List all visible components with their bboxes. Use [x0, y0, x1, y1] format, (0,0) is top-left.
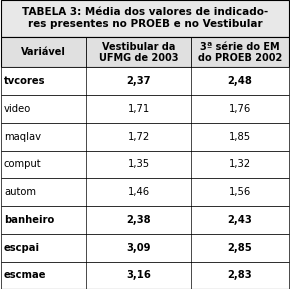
Text: 1,72: 1,72 — [127, 132, 150, 142]
Text: 3,09: 3,09 — [126, 243, 151, 253]
Bar — [1, 206, 289, 234]
Bar — [1, 234, 289, 262]
Bar — [1, 151, 289, 178]
Text: autom: autom — [4, 187, 36, 197]
Text: 1,71: 1,71 — [127, 104, 150, 114]
Text: tvcores: tvcores — [4, 76, 46, 86]
Text: 2,83: 2,83 — [228, 271, 252, 280]
Bar — [1, 67, 289, 95]
Text: escpai: escpai — [4, 243, 40, 253]
Text: Variável: Variável — [21, 47, 66, 57]
Bar — [1, 123, 289, 151]
Text: 2,43: 2,43 — [228, 215, 252, 225]
Text: TABELA 3: Média dos valores de indicado-
res presentes no PROEB e no Vestibular: TABELA 3: Média dos valores de indicado-… — [22, 8, 268, 29]
Text: video: video — [4, 104, 31, 114]
Text: 3,16: 3,16 — [126, 271, 151, 280]
Bar — [1, 178, 289, 206]
Text: 1,46: 1,46 — [128, 187, 150, 197]
Text: 1,32: 1,32 — [229, 160, 251, 169]
Text: 1,35: 1,35 — [128, 160, 150, 169]
Text: banheiro: banheiro — [4, 215, 54, 225]
Text: 2,85: 2,85 — [228, 243, 252, 253]
Bar — [1, 37, 289, 67]
Text: escmae: escmae — [4, 271, 46, 280]
Text: 2,48: 2,48 — [228, 76, 253, 86]
Text: 1,76: 1,76 — [229, 104, 251, 114]
Bar — [1, 0, 289, 37]
Bar — [1, 262, 289, 289]
Text: 2,38: 2,38 — [126, 215, 151, 225]
Text: 1,56: 1,56 — [229, 187, 251, 197]
Text: maqlav: maqlav — [4, 132, 41, 142]
Bar — [1, 95, 289, 123]
Text: comput: comput — [4, 160, 42, 169]
Text: Vestibular da
UFMG de 2003: Vestibular da UFMG de 2003 — [99, 42, 178, 63]
Text: 3ª série do EM
do PROEB 2002: 3ª série do EM do PROEB 2002 — [198, 42, 282, 63]
Text: 2,37: 2,37 — [126, 76, 151, 86]
Text: 1,85: 1,85 — [229, 132, 251, 142]
